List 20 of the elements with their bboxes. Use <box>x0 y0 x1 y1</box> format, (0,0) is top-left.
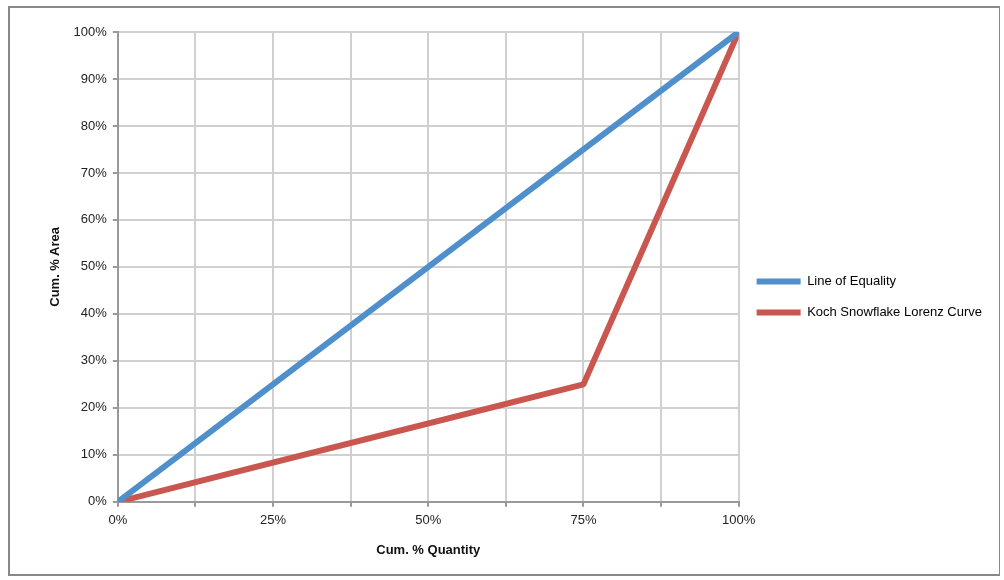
x-tick-label: 100% <box>722 512 756 528</box>
y-tick-label: 0% <box>88 493 108 509</box>
y-tick-label: 70% <box>80 164 108 180</box>
legend-label: Line of Equality <box>807 273 897 289</box>
x-tick-label: 0% <box>108 512 128 528</box>
y-tick-label: 20% <box>80 399 108 415</box>
y-tick-label: 40% <box>80 305 108 321</box>
y-axis-title: Cum. % Area <box>47 226 63 307</box>
y-tick-label: 50% <box>80 258 108 274</box>
y-tick-label: 30% <box>80 352 108 368</box>
y-tick-label: 90% <box>80 70 108 86</box>
legend-label: Koch Snowflake Lorenz Curve <box>807 304 982 320</box>
x-tick-label: 50% <box>415 512 442 528</box>
x-axis-title: Cum. % Quantity <box>376 541 482 557</box>
x-tick-label: 75% <box>570 512 597 528</box>
y-tick-label: 80% <box>80 117 108 133</box>
y-tick-label: 100% <box>73 23 108 39</box>
x-tick-label: 25% <box>260 512 287 528</box>
y-tick-label: 10% <box>80 446 108 462</box>
y-tick-label: 60% <box>80 211 108 227</box>
